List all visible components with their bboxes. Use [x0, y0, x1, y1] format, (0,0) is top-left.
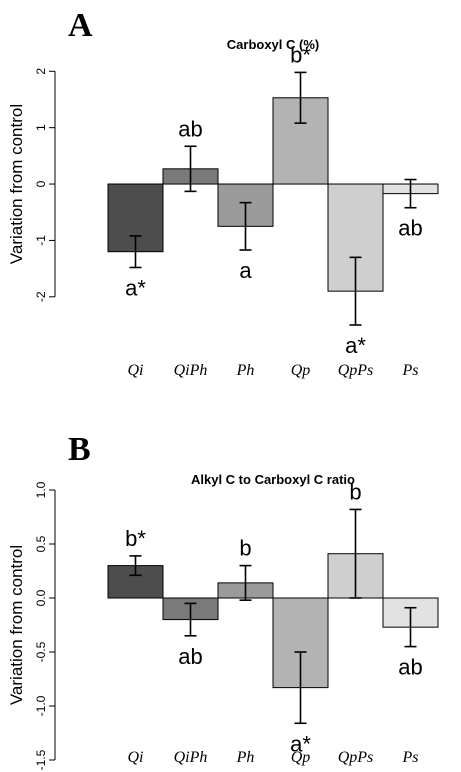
y-tick-label: -0.5: [34, 641, 48, 662]
significance-label: a*: [290, 731, 311, 756]
bar-qi: [107, 183, 164, 253]
x-category-label: Ph: [236, 749, 255, 766]
x-category-label: QpPs: [338, 749, 374, 766]
y-tick-label: -1.5: [34, 749, 48, 770]
significance-label: ab: [178, 116, 202, 141]
panel-letter: B: [68, 431, 91, 468]
x-category-label: Qi: [128, 362, 144, 379]
x-category-label: QpPs: [338, 362, 374, 379]
chart-panel-a: A Carboxyl C (%) -2 -1 0 1 2 Variation from con…: [7, 7, 439, 379]
chart-title: Alkyl C to Carboxyl C ratio: [191, 472, 355, 487]
significance-label: b: [349, 479, 361, 504]
significance-label: a*: [125, 275, 146, 300]
y-tick-label: -2: [34, 291, 48, 302]
y-tick-label: 1: [34, 124, 48, 131]
x-category-label: Qp: [291, 362, 311, 379]
bar-qi: [107, 565, 164, 599]
x-category-label: Ps: [402, 749, 419, 766]
significance-label: ab: [398, 216, 422, 241]
significance-label: ab: [398, 655, 422, 680]
y-tick-label: -1.0: [34, 695, 48, 716]
y-axis-label: Variation from control: [7, 545, 26, 705]
significance-label: b*: [125, 526, 146, 551]
y-tick-label: 0: [34, 180, 48, 187]
significance-label: a: [239, 258, 252, 283]
significance-label: b: [239, 536, 251, 561]
x-category-label: Ph: [236, 362, 255, 379]
x-category-label: Ps: [402, 362, 419, 379]
y-tick-label: 1.0: [34, 481, 48, 498]
significance-label: b*: [290, 42, 311, 67]
panel-letter: A: [68, 7, 93, 44]
significance-label: ab: [178, 644, 202, 669]
x-category-label: Qp: [291, 749, 311, 766]
y-tick-label: 2: [34, 68, 48, 75]
y-tick-label: 0.0: [34, 589, 48, 606]
chart-panel-b: B Alkyl C to Carboxyl C ratio -1.5 -1.0 -0.5…: [7, 431, 439, 770]
x-category-label: Qi: [128, 749, 144, 766]
y-tick-label: 0.5: [34, 535, 48, 552]
x-category-label: QiPh: [174, 749, 208, 766]
significance-label: a*: [345, 333, 366, 358]
y-axis-label: Variation from control: [7, 104, 26, 264]
chart-title: Carboxyl C (%): [227, 37, 319, 52]
y-tick-label: -1: [34, 235, 48, 246]
x-category-label: QiPh: [174, 362, 208, 379]
